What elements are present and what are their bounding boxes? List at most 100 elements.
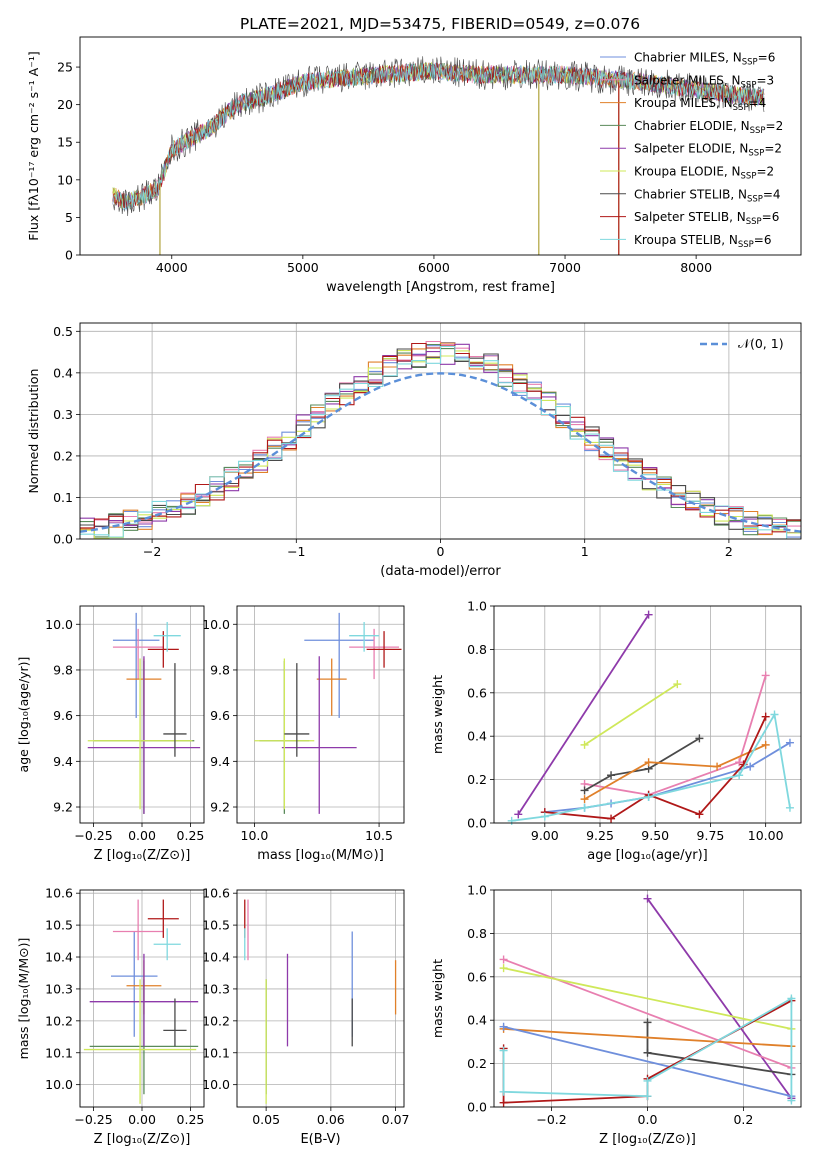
x-tick-label: 0.2 (733, 1112, 753, 1127)
weight-line (517, 614, 650, 815)
x-tick-label: 0.05 (252, 1112, 280, 1127)
x-axis-label: E(B-V) (300, 1132, 340, 1147)
x-tick-label: 0.00 (128, 1112, 156, 1127)
y-tick-label: 10.5 (45, 918, 73, 933)
normal-curve (79, 372, 802, 533)
weight-marker (580, 795, 589, 804)
axes-frame (493, 889, 802, 1108)
y-tick-label: 9.2 (53, 800, 73, 815)
weight-marker (580, 786, 589, 795)
spectrum-panel: 4000 5000 6000 7000 8000 0 5 10 15 20 25 wavelength… (26, 36, 802, 295)
weight-marker (643, 894, 652, 903)
x-tick-label: 5000 (287, 260, 319, 275)
legend-entry: Chabrier STELIB, NSSP=4 (634, 187, 781, 204)
weight-marker (499, 955, 508, 964)
x-tick-label: 0.25 (177, 828, 205, 843)
axes-frame (236, 889, 405, 1108)
weight-marker (514, 810, 523, 819)
y-tick-label: 0.4 (467, 729, 487, 744)
y-tick-label: 9.8 (53, 662, 73, 677)
y-tick-label: 10.0 (202, 1077, 230, 1092)
weight-marker (746, 762, 755, 771)
axes-frame (79, 322, 802, 540)
y-tick-label: 1.0 (467, 599, 487, 614)
x-tick-label: −2 (143, 544, 161, 559)
y-tick-label: 0.8 (467, 926, 487, 941)
y-axis-label: mass weight (430, 675, 445, 754)
weight-marker (644, 610, 653, 619)
weight-marker (643, 1018, 652, 1027)
weight-marker (499, 964, 508, 973)
y-tick-label: 10.4 (45, 950, 73, 965)
legend-entry: Salpeter MILES, NSSP=3 (634, 73, 774, 90)
residual-panel: −2 −1 0 1 2 0.0 0.1 0.2 0.3 0.4 0.5 (data-model)/er… (26, 322, 802, 579)
x-axis-label: age [log₁₀(age/yr)] (587, 848, 708, 863)
y-tick-label: 0.3 (53, 407, 73, 422)
x-tick-label: 0.07 (382, 1112, 410, 1127)
weight-line (503, 1025, 792, 1098)
y-tick-label: 10.0 (45, 1077, 73, 1092)
axes-frame (79, 36, 802, 256)
weight-line (584, 744, 767, 800)
weight-line (646, 898, 793, 1099)
y-tick-label: 10.2 (45, 1013, 73, 1028)
weight-line (503, 1028, 792, 1048)
y-tick-label: 10.5 (202, 918, 230, 933)
x-tick-label: −0.25 (74, 828, 112, 843)
legend-entry: Salpeter ELODIE, NSSP=2 (634, 142, 782, 159)
x-axis-label: mass [log₁₀(M/M⊙)] (257, 848, 384, 863)
weight-marker (607, 814, 616, 823)
x-tick-label: 7000 (549, 260, 581, 275)
y-tick-label: 10.3 (45, 981, 73, 996)
y-axis-label: Normed distribution (26, 369, 41, 494)
age-vs-Z-panel: −0.25 0.00 0.25 9.2 9.4 9.6 9.8 10.0 Z [log₁₀(Z/… (16, 605, 205, 863)
weight-marker (644, 758, 653, 767)
histogram-step (80, 345, 801, 539)
weight-marker (499, 1022, 508, 1031)
x-tick-label: 0.25 (177, 1112, 205, 1127)
axes-frame (493, 605, 802, 824)
y-tick-label: 0.5 (53, 324, 73, 339)
weight-marker (507, 816, 516, 825)
x-tick-label: 10.5 (365, 828, 393, 843)
weight-marker (713, 762, 722, 771)
mass-vs-ebv-panel: 0.05 0.06 0.07 10.0 10.1 10.2 10.3 10.4 10.5 10.6… (202, 886, 409, 1147)
legend-entry: Chabrier ELODIE, NSSP=2 (634, 119, 783, 136)
legend-entry: Kroupa STELIB, NSSP=6 (634, 233, 772, 250)
y-tick-label: 9.6 (53, 708, 73, 723)
mass-vs-Z-panel: −0.25 0.00 0.25 10.0 10.1 10.2 10.3 10.4 10.5 10.… (16, 886, 205, 1147)
x-tick-label: 10.00 (748, 828, 784, 843)
weight-marker (644, 792, 653, 801)
weight-marker (761, 671, 770, 680)
y-tick-label: 1.0 (467, 883, 487, 898)
x-axis-label: (data-model)/error (380, 564, 501, 579)
weight-line (544, 716, 767, 820)
y-tick-label: 0.2 (467, 1056, 487, 1071)
y-axis-label: age [log₁₀(age/yr)] (16, 657, 31, 773)
y-tick-label: 20 (57, 97, 73, 112)
y-tick-label: 9.6 (210, 708, 230, 723)
weight-marker (787, 994, 796, 1003)
x-tick-label: 2 (725, 544, 733, 559)
x-axis-label: Z [log₁₀(Z/Z⊙)] (94, 1132, 191, 1147)
y-tick-label: 0.4 (53, 365, 73, 380)
weight-line (503, 967, 792, 1030)
weight-marker (499, 1098, 508, 1107)
weight-marker (695, 810, 704, 819)
x-tick-label: −1 (287, 544, 305, 559)
x-tick-label: 0 (437, 544, 445, 559)
age-vs-mass-panel: 10.0 10.5 9.2 9.4 9.6 9.8 10.0 mass [log₁₀(M/M⊙… (202, 605, 405, 863)
x-tick-label: 0.00 (128, 828, 156, 843)
y-tick-label: 9.4 (210, 754, 230, 769)
weight-marker (695, 734, 704, 743)
y-tick-label: 0.6 (467, 685, 487, 700)
weight-marker (785, 803, 794, 812)
weight-marker (499, 1046, 508, 1055)
y-tick-label: 0.8 (467, 642, 487, 657)
weight-vs-Z-panel: −0.2 0.0 0.2 0.0 0.2 0.4 0.6 0.8 1.0 Z [log₁₀(Z/Z… (430, 883, 802, 1147)
y-tick-label: 0.0 (467, 1100, 487, 1115)
weight-line (502, 996, 793, 1101)
y-tick-label: 0.4 (467, 1013, 487, 1028)
x-tick-label: 9.00 (531, 828, 559, 843)
